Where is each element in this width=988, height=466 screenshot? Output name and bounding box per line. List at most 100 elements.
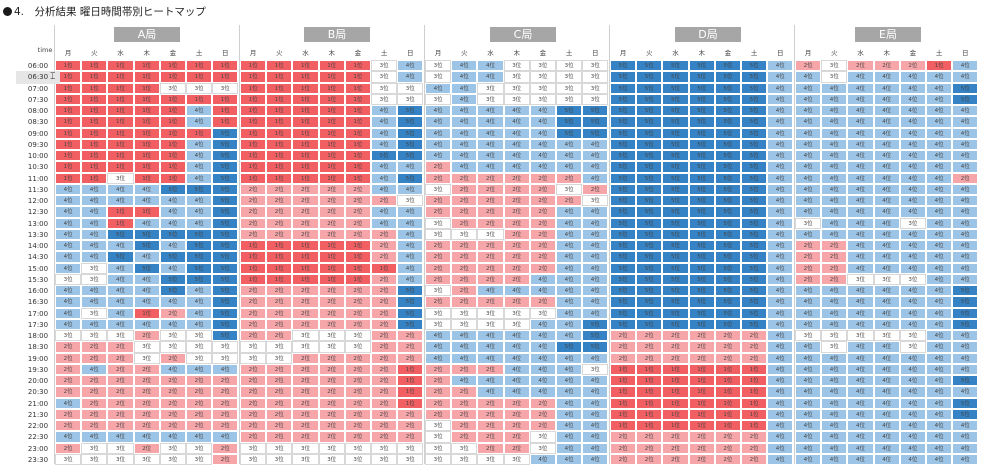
heatmap-cell: 4位 (795, 183, 822, 196)
heatmap-cell: 4位 (451, 82, 478, 94)
heatmap-cell: 2位 (477, 420, 504, 432)
heatmap-cell: 4位 (767, 138, 794, 151)
heatmap-cell: 2位 (318, 285, 345, 297)
heatmap-cell: 2位 (610, 431, 637, 443)
heatmap-cell: 4位 (795, 296, 822, 308)
heatmap-cell: 5位 (688, 217, 715, 229)
heatmap-cell: 1位 (292, 251, 319, 263)
heatmap-cell: 3位 (186, 453, 213, 466)
heatmap-cell: 4位 (899, 251, 926, 263)
heatmap-cell: 2位 (318, 363, 345, 376)
heatmap-cell: 5位 (159, 285, 186, 297)
heatmap-cell: 2位 (795, 262, 822, 274)
heatmap-cell: 5位 (662, 183, 689, 196)
heatmap-cell: 4位 (425, 82, 452, 94)
heatmap-cell: 4位 (795, 363, 822, 376)
heatmap-cell: 3位 (81, 307, 108, 319)
heatmap-cell: 3位 (582, 195, 609, 207)
heatmap-cell: 2位 (662, 352, 689, 364)
heatmap-cell: 5位 (371, 150, 398, 162)
heatmap-cell: 2位 (107, 375, 134, 387)
heatmap-cell: 2位 (159, 375, 186, 387)
heatmap-cell: 2位 (688, 352, 715, 364)
heatmap-cell: 4位 (133, 273, 160, 286)
station-title-2: B局 (304, 27, 370, 42)
heatmap-cell: 2位 (371, 296, 398, 308)
heatmap-cell: 4位 (926, 386, 953, 398)
heatmap-cell: 4位 (55, 262, 82, 274)
time-label: 12:00 (27, 197, 49, 205)
heatmap-cell: 5位 (662, 262, 689, 274)
heatmap-cell: 4位 (899, 420, 926, 432)
heatmap-cell: 4位 (926, 150, 953, 162)
heatmap-cell: 1位 (55, 172, 82, 184)
heatmap-cell: 1位 (741, 363, 768, 376)
heatmap-cell: 2位 (186, 420, 213, 432)
time-label: 06:00 (27, 62, 49, 70)
heatmap-cell: 4位 (582, 397, 609, 409)
heatmap-cell: 1位 (344, 172, 371, 184)
time-label: 15:00 (27, 264, 49, 273)
heatmap-cell: 2位 (292, 217, 319, 229)
heatmap-cell: 5位 (133, 228, 160, 241)
heatmap-cell: 1位 (610, 420, 637, 432)
heatmap-cell: 2位 (529, 251, 556, 263)
heatmap-cell: 2位 (55, 341, 82, 353)
heatmap-cell: 4位 (451, 93, 478, 106)
heatmap-cell: 2位 (371, 228, 398, 241)
heatmap-cell: 4位 (821, 386, 848, 398)
heatmap-cell: 3位 (556, 183, 583, 196)
heatmap-cell: 4位 (952, 71, 979, 83)
heatmap-cell: 4位 (503, 285, 530, 297)
heatmap-cell: 4位 (767, 285, 794, 297)
heatmap-cell: 3位 (821, 71, 848, 83)
heatmap-cell: 4位 (795, 386, 822, 398)
heatmap-cell: 4位 (767, 183, 794, 196)
heatmap-cell: 4位 (926, 116, 953, 128)
heatmap-cell: 4位 (899, 82, 926, 94)
heatmap-cell: 5位 (636, 273, 663, 286)
time-label: 16:30 (27, 298, 49, 307)
heatmap-cell: 2位 (371, 375, 398, 387)
heatmap-cell: 1位 (266, 161, 293, 173)
heatmap-cell: 4位 (899, 71, 926, 83)
heatmap-cell: 4位 (107, 307, 134, 319)
heatmap-cell: 1位 (344, 116, 371, 128)
heatmap-cell: 1位 (397, 375, 424, 387)
day-label: 日 (962, 49, 969, 57)
heatmap-cell: 5位 (662, 93, 689, 106)
time-label: 14:00 (27, 242, 49, 250)
heatmap-cell: 2位 (318, 296, 345, 308)
heatmap-cell: 3位 (344, 330, 371, 342)
heatmap-cell: 1位 (81, 116, 108, 128)
heatmap-cell: 2位 (318, 318, 345, 331)
heatmap-cell: 3位 (212, 82, 239, 94)
heatmap-cell: 3位 (556, 71, 583, 83)
heatmap-cell: 2位 (344, 397, 371, 409)
heatmap-cell: 2位 (107, 363, 134, 376)
heatmap-cell: 1位 (662, 363, 689, 376)
heatmap-cell: 4位 (821, 453, 848, 466)
heatmap-cell: 1位 (344, 161, 371, 173)
heatmap-cell: 2位 (397, 420, 424, 432)
heatmap-cell: 2位 (821, 251, 848, 263)
heatmap-cell: 4位 (397, 240, 424, 252)
heatmap-cell: 1位 (714, 397, 741, 409)
heatmap-cell: 4位 (55, 183, 82, 196)
heatmap-cell: 4位 (847, 71, 874, 83)
heatmap-cell: 4位 (847, 262, 874, 274)
heatmap-cell: 5位 (952, 307, 979, 319)
heatmap-cell: 2位 (714, 352, 741, 364)
heatmap-cell: 4位 (582, 262, 609, 274)
heatmap-cell: 3位 (451, 228, 478, 241)
heatmap-cell: 5位 (159, 273, 186, 286)
heatmap-cell: 5位 (212, 251, 239, 263)
heatmap-cell: 2位 (318, 397, 345, 409)
heatmap-cell: 4位 (529, 138, 556, 151)
heatmap-cell: 1位 (741, 386, 768, 398)
heatmap-cell: 4位 (899, 240, 926, 252)
heatmap-cell: 4位 (212, 363, 239, 376)
heatmap-cell: 4位 (186, 363, 213, 376)
heatmap-cell: 4位 (556, 240, 583, 252)
time-column-header: time (37, 46, 53, 54)
